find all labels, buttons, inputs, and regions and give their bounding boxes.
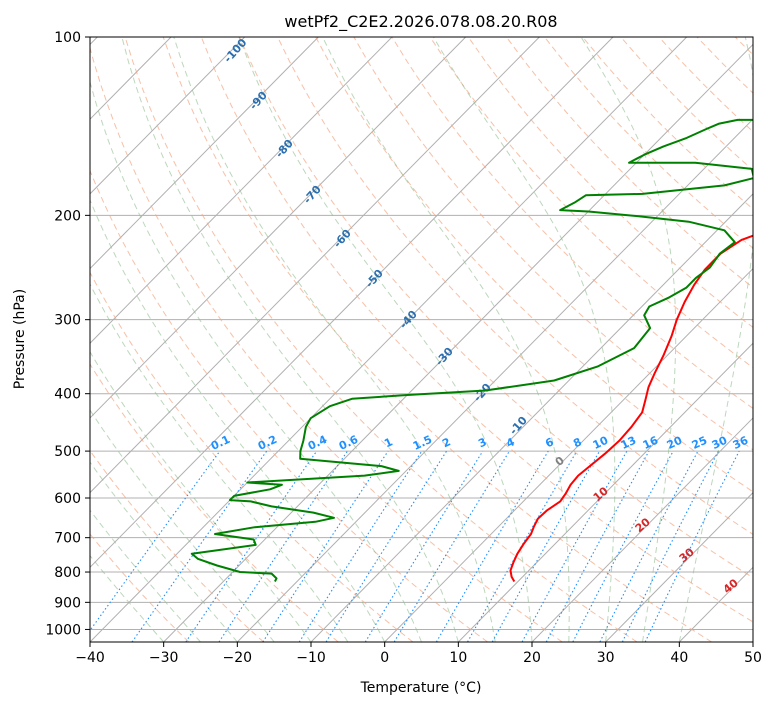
x-tick-label: −30: [149, 650, 179, 666]
y-tick-label: 700: [54, 531, 81, 547]
y-tick-label: 400: [54, 387, 81, 403]
y-tick-label: 200: [54, 208, 81, 224]
x-tick-label: 40: [670, 650, 688, 666]
x-tick-label: 10: [449, 650, 467, 666]
y-tick-label: 300: [54, 313, 81, 329]
plot-area: [90, 37, 753, 642]
x-tick-label: 30: [597, 650, 615, 666]
x-axis-label: Temperature (°C): [360, 680, 482, 696]
x-tick-label: 50: [744, 650, 762, 666]
x-tick-label: 20: [523, 650, 541, 666]
y-tick-label: 500: [54, 444, 81, 460]
x-tick-label: −20: [223, 650, 253, 666]
y-axis-label: Pressure (hPa): [12, 289, 28, 389]
x-tick-label: −10: [296, 650, 326, 666]
y-tick-label: 600: [54, 491, 81, 507]
y-tick-label: 800: [54, 565, 81, 581]
x-tick-label: −40: [75, 650, 105, 666]
y-tick-label: 1000: [45, 622, 81, 638]
chart-title: wetPf2_C2E2.2026.078.08.20.R08: [284, 12, 557, 32]
y-tick-label: 900: [54, 595, 81, 611]
x-tick-label: 0: [380, 650, 389, 666]
y-tick-label: 100: [54, 30, 81, 46]
isotherm-gridline: [753, 37, 775, 642]
